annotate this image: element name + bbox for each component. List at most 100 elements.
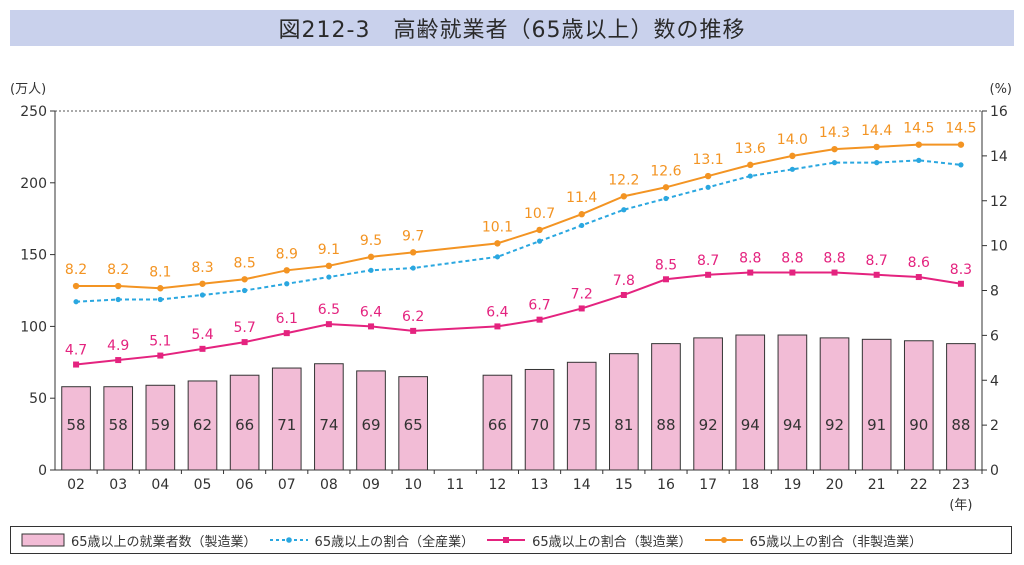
manufacturing-label: 8.8	[823, 251, 845, 267]
bar-label: 70	[530, 416, 549, 434]
non-manufacturing-label: 8.3	[191, 260, 213, 276]
manufacturing-label: 7.2	[571, 286, 593, 302]
non-manufacturing-label: 9.1	[318, 242, 340, 258]
non-manufacturing-label: 10.1	[482, 219, 513, 235]
legend-label-mfg: 65歳以上の割合（製造業）	[532, 534, 692, 550]
manufacturing-label: 8.8	[781, 251, 803, 267]
all-industries-point	[747, 173, 753, 179]
non-manufacturing-label: 14.0	[777, 132, 808, 148]
x-tick-label: 16	[657, 477, 675, 493]
non-manufacturing-point	[115, 282, 122, 290]
y-right-tick-label: 0	[990, 463, 999, 479]
manufacturing-point	[368, 323, 375, 330]
y-right-unit: (%)	[990, 82, 1013, 97]
legend-swatch-mfg	[487, 537, 526, 543]
legend-item-bars: 65歳以上の就業者数（製造業）	[21, 531, 257, 550]
non-manufacturing-label: 11.4	[566, 190, 597, 206]
bar	[609, 353, 639, 471]
bar	[861, 338, 892, 471]
manufacturing-label: 6.7	[528, 298, 550, 314]
legend-item-mfg: 65歳以上の割合（製造業）	[486, 531, 692, 550]
non-manufacturing-label: 8.9	[276, 246, 298, 262]
y-left-tick-label: 200	[20, 176, 47, 192]
non-manufacturing-point	[409, 249, 417, 256]
manufacturing-point	[410, 327, 417, 334]
non-manufacturing-label: 12.2	[608, 172, 639, 188]
manufacturing-label: 8.3	[950, 262, 972, 278]
manufacturing-point	[157, 352, 164, 359]
x-tick-label: 11	[446, 477, 464, 493]
bar-label: 74	[319, 416, 338, 434]
non-manufacturing-point	[831, 145, 838, 153]
x-tick-label: 21	[868, 477, 886, 493]
y-right-tick-label: 2	[990, 418, 999, 434]
x-tick-label: 13	[531, 477, 549, 493]
y-right-tick-label: 16	[990, 104, 1008, 120]
bar	[819, 337, 850, 471]
all-industries-point	[663, 195, 669, 202]
legend-swatch-nonmfg	[704, 537, 743, 543]
all-industries-point	[789, 166, 795, 172]
manufacturing-point	[536, 316, 543, 323]
y-right-tick-label: 6	[990, 328, 999, 344]
all-industries-point	[368, 267, 374, 273]
bar	[482, 374, 513, 471]
legend-label-nonmfg: 65歳以上の割合（非製造業）	[749, 534, 923, 550]
manufacturing-label: 6.1	[276, 311, 298, 327]
non-manufacturing-label: 8.2	[107, 262, 129, 278]
non-manufacturing-point	[747, 161, 754, 169]
manufacturing-point	[73, 361, 80, 368]
all-industries-point	[494, 254, 501, 260]
non-manufacturing-point	[704, 172, 712, 180]
y-right-tick-label: 8	[990, 284, 999, 300]
manufacturing-point	[241, 339, 248, 346]
legend-item-all: 65歳以上の割合（全産業）	[269, 531, 474, 550]
non-manufacturing-point	[789, 152, 796, 160]
x-tick-label: 12	[489, 477, 507, 493]
all-industries-point	[705, 184, 711, 190]
title-bar: 図212-3 高齢就業者（65歳以上）数の推移	[10, 10, 1014, 46]
x-tick-label: 05	[194, 477, 212, 493]
all-industries-point	[874, 160, 880, 166]
manufacturing-point	[747, 269, 754, 276]
manufacturing-label: 5.4	[191, 327, 213, 343]
non-manufacturing-label: 8.5	[233, 255, 255, 271]
bar	[735, 334, 766, 471]
non-manufacturing-label: 14.3	[819, 125, 850, 141]
x-tick-label: 06	[236, 477, 254, 493]
non-manufacturing-label: 13.6	[735, 141, 766, 157]
manufacturing-point	[620, 291, 627, 298]
bar-label: 58	[109, 416, 128, 434]
non-manufacturing-point	[494, 240, 501, 247]
manufacturing-point	[494, 323, 501, 330]
x-tick-label: 07	[278, 477, 296, 493]
bar	[903, 340, 934, 471]
non-manufacturing-point	[157, 285, 164, 292]
x-tick-label: 09	[362, 477, 380, 493]
legend: 65歳以上の就業者数（製造業） 65歳以上の割合（全産業） 65歳以上の割合（製…	[10, 526, 1012, 554]
manufacturing-label: 6.2	[402, 309, 424, 325]
non-manufacturing-label: 14.4	[861, 123, 892, 139]
bar-label: 94	[783, 416, 802, 434]
x-unit: (年)	[949, 498, 972, 513]
manufacturing-point	[831, 269, 838, 276]
all-industries-point	[73, 299, 79, 305]
all-industries-point	[326, 274, 332, 280]
bar	[314, 363, 344, 471]
bar-label: 90	[909, 416, 928, 434]
bar	[777, 334, 808, 471]
manufacturing-label: 6.4	[360, 304, 382, 320]
manufacturing-label: 8.7	[697, 253, 719, 269]
y-left-tick-label: 150	[20, 248, 47, 264]
bar-label: 71	[277, 416, 296, 434]
legend-label-bars: 65歳以上の就業者数（製造業）	[71, 534, 257, 550]
manufacturing-label: 6.4	[486, 304, 508, 320]
bar-label: 75	[572, 416, 591, 434]
bar-label: 81	[614, 416, 633, 434]
manufacturing-label: 5.1	[149, 334, 171, 350]
legend-item-nonmfg: 65歳以上の割合（非製造業）	[704, 531, 923, 550]
bar	[566, 361, 597, 471]
bar	[145, 384, 176, 471]
bar	[61, 386, 91, 471]
x-tick-label: 03	[109, 477, 127, 493]
